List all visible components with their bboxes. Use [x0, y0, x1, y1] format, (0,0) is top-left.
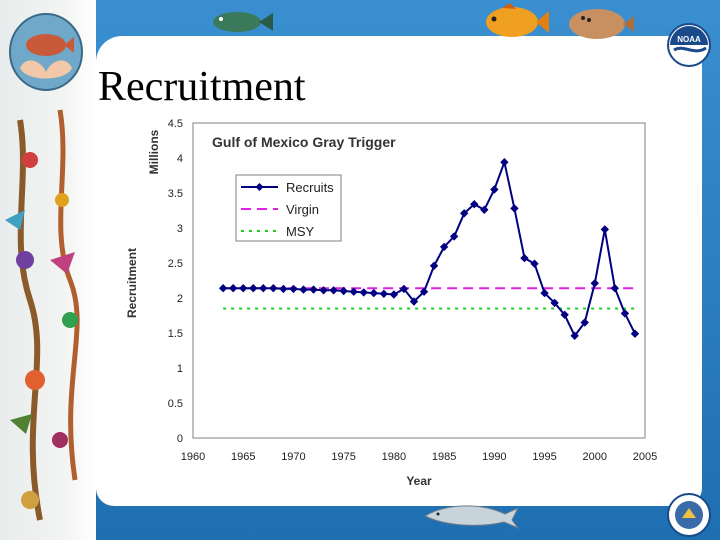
x-tick-label: 1980 [382, 451, 406, 463]
data-point-recruits [550, 298, 559, 308]
data-point-recruits [500, 158, 509, 167]
legend-marker-recruits [255, 183, 264, 191]
commerce-seal-icon [667, 493, 711, 537]
y-axis-label: Recruitment [125, 248, 139, 318]
data-point-recruits [218, 284, 228, 293]
y-tick-label: 3.5 [168, 188, 183, 200]
dolphin-icon [423, 505, 520, 530]
data-point-recruits [259, 284, 268, 293]
hands-fish-logo-icon [9, 13, 83, 91]
legend-label-recruits: Recruits [286, 180, 334, 195]
y-tick-label: 0.5 [168, 398, 183, 410]
data-point-recruits [429, 261, 439, 270]
x-tick-label: 1975 [331, 451, 355, 463]
x-tick-label: 1990 [482, 451, 506, 463]
data-point-recruits [399, 284, 409, 294]
data-point-recruits [560, 310, 569, 319]
legend-label-virgin: Virgin [286, 202, 319, 217]
data-point-recruits [449, 232, 459, 241]
data-point-recruits [510, 204, 519, 213]
data-point-recruits [349, 287, 358, 296]
x-tick-label: 1960 [181, 451, 205, 463]
data-point-recruits [480, 205, 489, 214]
data-point-recruits [520, 253, 529, 263]
chart-title: Gulf of Mexico Gray Trigger [212, 134, 396, 150]
data-point-recruits [460, 209, 469, 218]
data-point-recruits [389, 290, 399, 299]
x-tick-label: 1965 [231, 451, 255, 463]
noaa-logo-icon: NOAA [667, 23, 711, 67]
fish-icon [486, 3, 549, 37]
data-point-recruits [228, 284, 238, 293]
data-point-recruits [419, 287, 429, 296]
y-tick-label: 0 [177, 433, 183, 445]
flounder-icon [569, 9, 634, 39]
y-axis-units-label: Millions [147, 129, 161, 174]
data-point-recruits [369, 288, 378, 298]
y-tick-label: 4.5 [168, 118, 183, 130]
data-point-recruits [409, 297, 419, 306]
data-point-recruits [470, 200, 479, 209]
data-point-recruits [600, 225, 610, 234]
y-tick-label: 2 [177, 293, 183, 305]
fish-icon [213, 12, 273, 32]
data-point-recruits [239, 284, 248, 293]
data-point-recruits [590, 279, 599, 288]
x-tick-label: 1995 [532, 451, 556, 463]
data-point-recruits [269, 284, 278, 293]
data-point-recruits [279, 284, 288, 294]
data-point-recruits [530, 259, 539, 268]
data-point-recruits [319, 286, 328, 295]
legend-label-msy: MSY [286, 224, 315, 239]
data-point-recruits [490, 185, 499, 194]
x-tick-label: 1985 [432, 451, 456, 463]
data-point-recruits [570, 331, 579, 340]
x-tick-label: 1970 [281, 451, 305, 463]
y-tick-label: 4 [177, 153, 183, 165]
y-tick-label: 1 [177, 363, 183, 375]
data-point-recruits [379, 289, 389, 298]
data-point-recruits [439, 242, 449, 252]
data-point-recruits [299, 285, 308, 294]
data-point-recruits [610, 284, 620, 293]
svg-text:NOAA: NOAA [677, 35, 701, 44]
data-point-recruits [289, 284, 298, 294]
x-tick-label: 2000 [583, 451, 607, 463]
y-tick-label: 2.5 [168, 258, 183, 270]
x-axis-label: Year [406, 474, 432, 488]
data-point-recruits [359, 288, 368, 297]
data-point-recruits [540, 288, 549, 298]
data-point-recruits [630, 329, 640, 338]
data-point-recruits [309, 285, 318, 294]
x-tick-label: 2005 [633, 451, 657, 463]
plot-area [192, 122, 646, 439]
data-point-recruits [339, 286, 348, 296]
slide-title: Recruitment [98, 64, 306, 110]
coral-icon [5, 109, 80, 521]
data-point-recruits [249, 284, 258, 293]
y-tick-label: 1.5 [168, 328, 183, 340]
data-point-recruits [620, 309, 630, 318]
y-tick-label: 3 [177, 223, 183, 235]
data-point-recruits [580, 318, 589, 327]
data-point-recruits [329, 286, 338, 295]
